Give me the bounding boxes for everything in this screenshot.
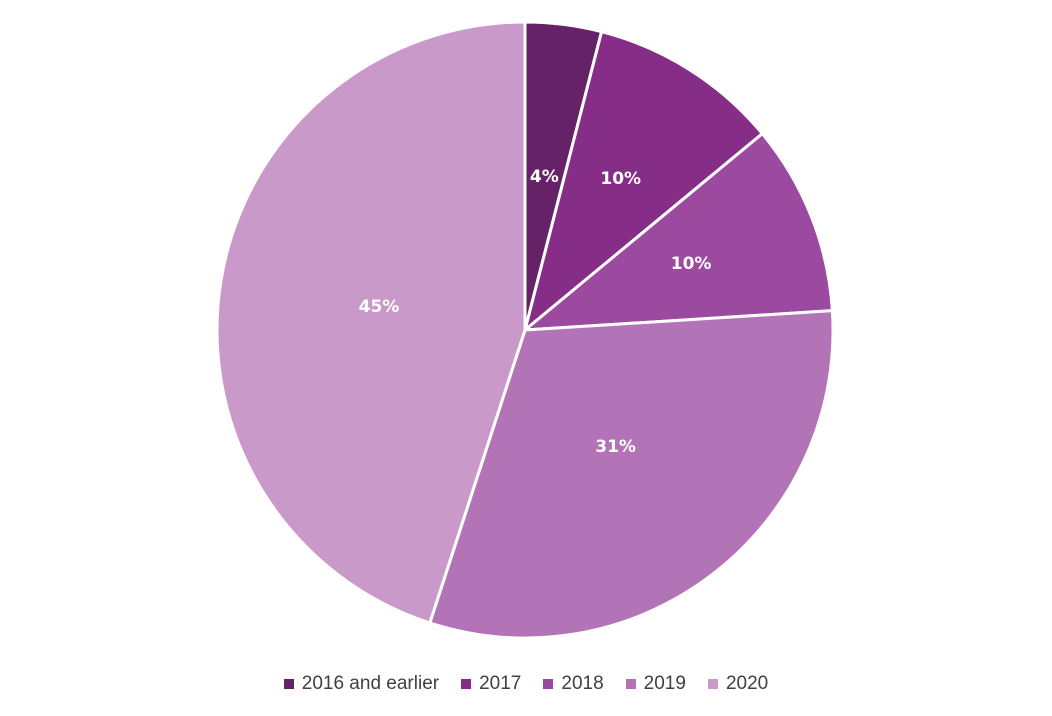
pie-slice-labels: 4% 10% 10% 31% 45%: [359, 167, 712, 457]
slice-value-label: 45%: [359, 297, 400, 317]
legend-item: 2019: [625, 673, 686, 695]
legend-label: 2019: [643, 673, 686, 694]
legend-label: 2020: [725, 673, 769, 694]
legend-item: 2016 and earlier: [283, 673, 440, 695]
pie-slice-2018: [523, 132, 834, 332]
slice-value-label: 10%: [671, 254, 712, 274]
pie-slice-2019: [428, 309, 835, 640]
legend-label: 2017: [479, 673, 522, 694]
legend-item: 2020: [707, 673, 769, 695]
legend-swatch: [283, 679, 294, 689]
legend-item: 2017: [461, 673, 521, 695]
legend-swatch: [461, 679, 472, 689]
legend-swatch: [707, 679, 718, 689]
legend-swatch: [625, 679, 636, 689]
legend-item: 2018: [543, 673, 604, 695]
pie-slice-2020: [215, 20, 527, 625]
chart-legend: 2016 and earlier 2017 2018 2019 2020: [0, 670, 1052, 698]
legend-label: 2018: [561, 673, 604, 694]
legend-label: 2016 and earlier: [301, 673, 440, 694]
pie-slices: [215, 20, 835, 640]
slice-value-label: 31%: [595, 437, 636, 457]
slice-value-label: 4%: [530, 167, 559, 187]
legend-swatch: [543, 679, 554, 689]
slice-value-label: 10%: [600, 169, 641, 189]
pie-slice-2017: [523, 30, 764, 332]
